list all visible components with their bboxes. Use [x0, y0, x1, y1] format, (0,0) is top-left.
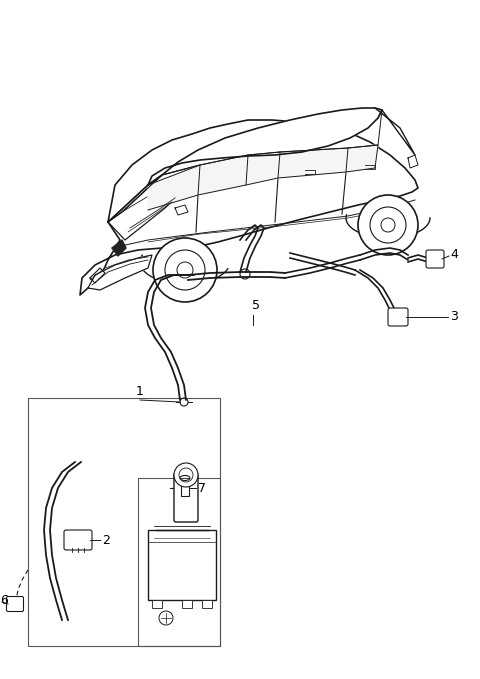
Polygon shape — [246, 152, 280, 185]
Bar — [202, 600, 212, 608]
FancyBboxPatch shape — [388, 308, 408, 326]
Text: 4: 4 — [450, 249, 458, 261]
Circle shape — [177, 262, 193, 278]
FancyBboxPatch shape — [64, 530, 92, 550]
Text: 6: 6 — [0, 593, 8, 606]
Polygon shape — [112, 240, 126, 256]
Text: 5: 5 — [252, 299, 260, 312]
Ellipse shape — [180, 475, 190, 481]
Bar — [28, 398, 220, 646]
Bar — [182, 600, 192, 608]
FancyBboxPatch shape — [426, 250, 444, 268]
Text: 1: 1 — [136, 385, 144, 398]
Polygon shape — [346, 145, 378, 172]
Text: 7: 7 — [198, 481, 206, 494]
Text: 3: 3 — [450, 310, 458, 323]
FancyBboxPatch shape — [148, 530, 216, 600]
Text: 2: 2 — [102, 534, 110, 547]
Bar — [181, 478, 189, 496]
Polygon shape — [148, 165, 200, 210]
Polygon shape — [88, 255, 152, 290]
Bar — [138, 478, 220, 646]
Circle shape — [174, 463, 198, 487]
Circle shape — [381, 218, 395, 232]
Circle shape — [153, 238, 217, 302]
Polygon shape — [198, 155, 248, 195]
FancyBboxPatch shape — [174, 473, 198, 522]
Bar — [152, 600, 162, 608]
FancyBboxPatch shape — [7, 596, 24, 612]
Circle shape — [358, 195, 418, 255]
Polygon shape — [148, 108, 382, 185]
Polygon shape — [278, 148, 348, 178]
Polygon shape — [80, 120, 418, 295]
